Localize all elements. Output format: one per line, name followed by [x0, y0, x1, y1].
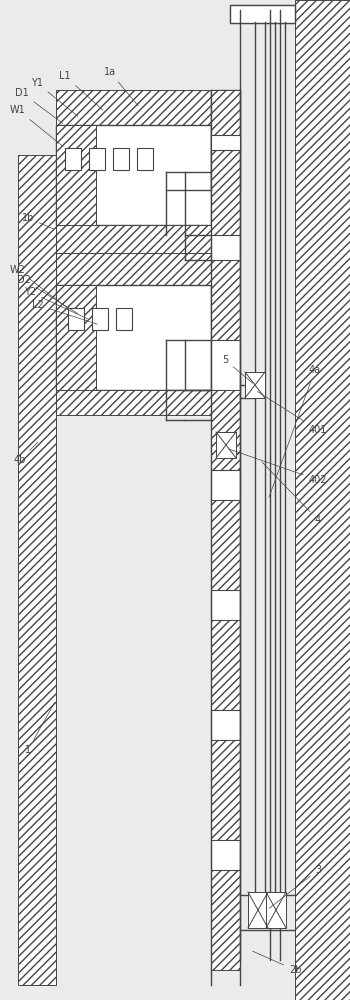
Text: W2: W2 — [10, 265, 68, 308]
Text: D1: D1 — [15, 88, 63, 123]
Text: 5: 5 — [222, 355, 253, 383]
Bar — [211, 710, 240, 740]
Bar — [248, 892, 268, 928]
Bar — [113, 148, 129, 170]
Text: W1: W1 — [10, 105, 63, 146]
Bar — [56, 125, 211, 225]
Text: 4b: 4b — [14, 442, 38, 465]
Bar — [56, 390, 211, 415]
Bar — [56, 90, 211, 125]
Text: L2: L2 — [32, 300, 97, 324]
Bar — [211, 260, 240, 340]
Text: Y2: Y2 — [24, 287, 88, 319]
Bar — [211, 235, 240, 260]
Text: Y1: Y1 — [31, 78, 78, 116]
Bar — [211, 870, 240, 970]
Bar — [211, 840, 240, 870]
Bar — [211, 390, 240, 470]
Text: L1: L1 — [59, 71, 103, 110]
Bar — [56, 285, 96, 390]
Text: D2: D2 — [17, 275, 78, 314]
Bar — [216, 432, 236, 458]
Bar — [211, 590, 240, 620]
Bar — [56, 125, 96, 225]
Bar — [68, 308, 84, 330]
Bar — [56, 225, 211, 253]
Bar — [18, 155, 56, 985]
Bar — [89, 148, 105, 170]
Text: 4a: 4a — [269, 365, 321, 497]
Bar — [211, 470, 240, 500]
Bar — [65, 148, 81, 170]
Bar — [211, 340, 240, 390]
Bar — [266, 892, 286, 928]
Text: 1b: 1b — [22, 213, 54, 229]
Bar — [230, 5, 295, 23]
Bar — [211, 740, 240, 840]
Text: 402: 402 — [229, 449, 327, 485]
Bar — [56, 285, 211, 390]
Bar — [56, 253, 211, 285]
Bar — [211, 135, 240, 235]
Bar — [211, 90, 240, 135]
Text: 1: 1 — [25, 702, 55, 755]
Bar — [211, 90, 240, 190]
Text: 4: 4 — [262, 462, 321, 525]
Text: 401: 401 — [257, 391, 327, 435]
Text: 3: 3 — [269, 865, 321, 908]
Bar — [245, 372, 265, 398]
Text: 2b: 2b — [253, 951, 301, 975]
Bar — [295, 0, 350, 1000]
Bar — [92, 308, 108, 330]
Bar — [211, 135, 240, 150]
Bar — [230, 5, 295, 23]
Bar — [211, 500, 240, 590]
Bar — [211, 620, 240, 710]
Bar — [116, 308, 132, 330]
Bar — [137, 148, 153, 170]
Text: 1a: 1a — [104, 67, 138, 106]
